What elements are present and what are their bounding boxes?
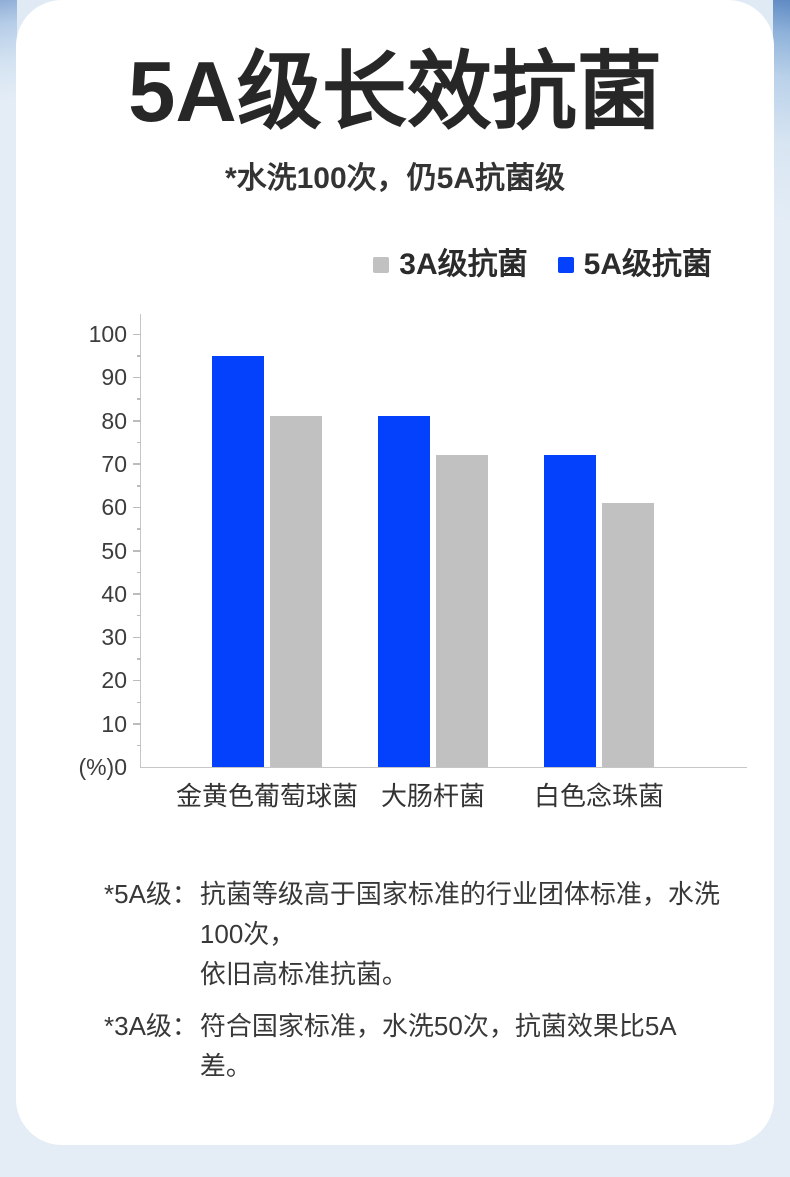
- bar-3a-group2: [602, 502, 654, 767]
- y-axis-label: 30: [101, 624, 127, 651]
- y-axis-label: 60: [101, 494, 127, 521]
- footnote-0: *5A级： 抗菌等级高于国家标准的行业团体标准，水洗100次， 依旧高标准抗菌。: [104, 874, 724, 994]
- y-axis-tick: [137, 614, 141, 617]
- y-axis-label: 70: [101, 450, 127, 477]
- footnote-label: *5A级：: [104, 879, 198, 909]
- legend-item-1: 5A级抗菌: [557, 248, 712, 281]
- y-axis-tick: [137, 398, 141, 400]
- y-axis-label: 20: [101, 667, 127, 694]
- legend-label: 3A级抗菌: [399, 248, 528, 281]
- bar-3a-group1: [436, 455, 488, 767]
- y-axis-tick: [137, 441, 141, 444]
- y-axis-tick: [137, 571, 141, 574]
- y-axis-tick: [137, 658, 141, 660]
- page-title: 5A级长效抗菌: [128, 45, 662, 140]
- y-axis-tick: [133, 376, 141, 379]
- x-axis-label: 大肠杆菌: [380, 781, 485, 811]
- y-axis-label: 80: [101, 407, 127, 434]
- y-axis-tick: [137, 485, 141, 487]
- y-axis-label: (%)0: [78, 754, 127, 780]
- y-axis-tick: [133, 679, 141, 682]
- bar-3a-group0: [270, 416, 322, 767]
- y-axis-label: 100: [88, 321, 127, 347]
- chart-legend: 3A级抗菌 5A级抗菌: [373, 250, 712, 280]
- x-axis-label: 白色念珠菌: [533, 781, 664, 811]
- y-axis-tick: [133, 550, 141, 552]
- legend-swatch-icon: [557, 257, 574, 273]
- y-axis-tick: [133, 463, 141, 465]
- ice-texture-top-right: [773, 0, 790, 240]
- page-subtitle: *水洗100次，仍5A抗菌级: [224, 162, 566, 195]
- footnotes: *5A级： 抗菌等级高于国家标准的行业团体标准，水洗100次， 依旧高标准抗菌。 *3…: [104, 874, 724, 1098]
- legend-label: 5A级抗菌: [583, 248, 712, 281]
- footnote-text: 符合国家标准，水洗50次，抗菌效果比5A差。: [199, 1011, 677, 1081]
- y-axis-tick: [133, 723, 141, 725]
- footnote-1: *3A级： 符合国家标准，水洗50次，抗菌效果比5A差。: [104, 1006, 724, 1086]
- bar-5a-group0: [212, 355, 264, 767]
- x-axis-label: 金黄色葡萄球菌: [175, 781, 358, 811]
- y-axis-tick: [137, 355, 141, 357]
- footnote-label: *3A级：: [104, 1011, 198, 1041]
- y-axis-tick: [137, 701, 141, 704]
- y-axis-label: 90: [101, 364, 127, 391]
- y-axis-tick: [137, 744, 141, 747]
- bar-5a-group2: [544, 455, 596, 767]
- legend-swatch-icon: [373, 257, 390, 273]
- footnote-text: 抗菌等级高于国家标准的行业团体标准，水洗100次， 依旧高标准抗菌。: [199, 879, 720, 989]
- y-axis-tick: [133, 420, 141, 422]
- y-axis-tick: [133, 593, 141, 595]
- ice-texture-top-left: [0, 0, 17, 110]
- bar-5a-group1: [378, 416, 430, 767]
- y-axis-label: 10: [101, 710, 127, 737]
- y-axis-tick: [133, 333, 141, 335]
- bar-chart: (%)0 10 20 30 40 50 60 70 80 90 100 金黄色葡萄球菌 大肠杆菌 白色念珠…: [78, 314, 747, 810]
- legend-item-0: 3A级抗菌: [373, 248, 528, 281]
- y-axis-tick: [133, 506, 141, 509]
- y-axis-tick: [137, 528, 141, 530]
- y-axis-tick: [133, 636, 141, 639]
- content-card: 5A级长效抗菌 *水洗100次，仍5A抗菌级 3A级抗菌 5A级抗菌 (%)0 10…: [16, 0, 774, 1145]
- y-axis-label: 40: [101, 580, 127, 607]
- y-axis-label: 50: [101, 537, 127, 564]
